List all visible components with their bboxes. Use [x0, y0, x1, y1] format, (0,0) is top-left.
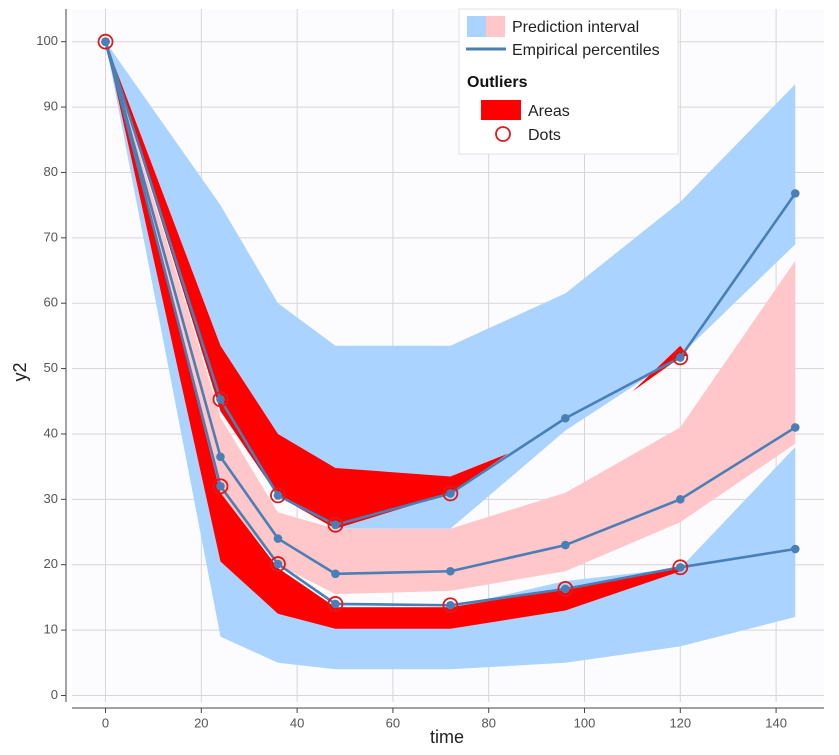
y-tick-label-20: 20 — [44, 556, 58, 571]
outlier-dot-3 — [270, 487, 286, 504]
outlier-dot-4 — [270, 556, 286, 572]
prediction-interval-bands — [105, 41, 796, 670]
percentile-point-0-4 — [446, 489, 455, 498]
percentile-point-0-5 — [561, 413, 570, 423]
legend-empirical-percentiles: Empirical percentiles — [512, 42, 660, 59]
outlier-dot-0 — [97, 33, 114, 50]
y-tick-label-90: 90 — [44, 99, 58, 114]
percentile-point-1-1 — [216, 452, 225, 462]
percentile-point-0-6 — [676, 353, 685, 362]
outlier-dots — [97, 33, 689, 614]
percentile-line-1 — [104, 41, 796, 576]
percentile-point-0-7 — [790, 189, 800, 198]
legend: Prediction interval Empirical percentile… — [458, 8, 679, 155]
percentile-point-2-7 — [790, 544, 800, 554]
axes: 0 20 40 60 80 100 120 140 0 10 20 30 40 50 60 70 80 90 100 — [36, 9, 824, 731]
percentile-point-2-4 — [446, 600, 455, 610]
percentile-point-1-7 — [790, 423, 800, 432]
percentile-point-1-4 — [446, 566, 455, 576]
empirical-percentile-lines — [104, 41, 797, 607]
percentile-point-0-1 — [216, 395, 225, 404]
legend-prediction-interval: Prediction interval — [512, 19, 639, 36]
legend-pi-pink-swatch — [486, 16, 505, 37]
y-tick-label-40: 40 — [44, 425, 58, 440]
x-tick-label-140: 140 — [765, 716, 787, 731]
percentile-point-2-1 — [216, 481, 225, 491]
outlier-dot-2 — [212, 478, 229, 495]
percentile-line-2 — [104, 41, 796, 607]
outlier-dot-8 — [442, 597, 459, 614]
percentile-point-1-2 — [273, 534, 283, 543]
y-tick-label-0: 0 — [51, 687, 58, 702]
x-tick-label-100: 100 — [574, 716, 596, 731]
y-tick-label-80: 80 — [44, 164, 58, 179]
legend-dot-swatch — [495, 126, 511, 142]
percentile-line-0 — [104, 41, 797, 527]
x-tick-label-40: 40 — [290, 716, 304, 731]
y-tick-label-60: 60 — [44, 295, 58, 310]
y-tick-label-100: 100 — [36, 33, 58, 48]
pi-band-0 — [105, 41, 796, 529]
percentile-point-1-5 — [561, 540, 570, 550]
percentile-point-2-5 — [561, 584, 570, 594]
x-tick-label-80: 80 — [481, 716, 495, 731]
y-tick-label-50: 50 — [44, 360, 58, 375]
x-axis-title: time — [430, 727, 464, 747]
outlier-dot-7 — [442, 485, 459, 502]
x-tick-label-60: 60 — [386, 716, 400, 731]
outlier-dot-11 — [672, 559, 689, 576]
outlier-dot-6 — [327, 596, 344, 612]
percentile-point-2-6 — [676, 563, 685, 572]
y-tick-label-30: 30 — [44, 491, 58, 506]
outlier-dot-10 — [672, 349, 689, 366]
legend-dots: Dots — [528, 127, 561, 144]
legend-pi-blue-swatch — [467, 16, 486, 37]
percentile-point-0-3 — [331, 520, 340, 530]
legend-outliers-title: Outliers — [467, 74, 528, 91]
percentile-point-1-6 — [676, 495, 685, 504]
legend-areas-swatch — [481, 100, 521, 120]
y-axis-title: y2 — [10, 362, 30, 381]
percentile-point-1-3 — [331, 569, 340, 579]
percentile-point-2-3 — [331, 599, 340, 609]
percentile-point-2-2 — [273, 559, 283, 569]
percentile-point-0-2 — [273, 491, 283, 500]
x-tick-label-120: 120 — [669, 716, 691, 731]
outlier-dot-9 — [557, 580, 574, 597]
percentile-point-2-0 — [101, 37, 110, 46]
y-tick-label-10: 10 — [44, 622, 58, 637]
pi-band-2 — [105, 41, 796, 670]
outlier-dot-5 — [327, 516, 344, 533]
x-tick-label-0: 0 — [102, 716, 109, 731]
x-tick-label-20: 20 — [194, 716, 208, 731]
percentile-points — [101, 37, 800, 610]
outlier-area-0 — [105, 41, 508, 529]
legend-areas: Areas — [528, 103, 570, 120]
y-tick-label-70: 70 — [44, 229, 58, 244]
outlier-dot-1 — [212, 391, 229, 408]
